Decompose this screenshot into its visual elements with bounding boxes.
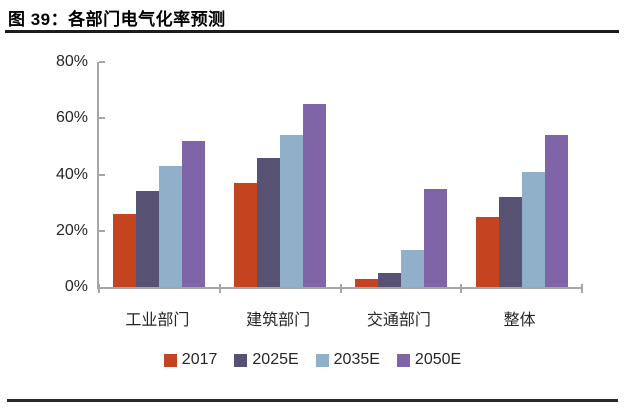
bar-2050E-工业部门 <box>182 140 206 287</box>
y-axis-tick-label: 80% <box>55 53 88 70</box>
bar-2035E-建筑部门 <box>280 135 304 287</box>
bar-2035E-工业部门 <box>159 166 183 287</box>
x-axis-tick <box>339 284 342 293</box>
y-axis-tick-label: 0% <box>64 278 88 295</box>
bar-2025E-整体 <box>498 197 522 287</box>
legend: 2017 2025E 2035E 2050E <box>0 351 625 369</box>
bar-2050E-建筑部门 <box>303 104 327 287</box>
bar-group-3 <box>341 62 462 287</box>
bar-2017-整体 <box>475 216 499 287</box>
category-label-1: 工业部门 <box>125 312 190 329</box>
bar-group-1 <box>99 62 220 287</box>
y-axis-tick <box>99 173 105 176</box>
y-axis-tick-label: 60% <box>55 109 88 127</box>
figure-title: 图 39：各部门电气化率预测 <box>8 10 226 29</box>
bar-2035E-交通部门 <box>400 250 424 287</box>
legend-swatch-icon <box>234 353 248 367</box>
legend-swatch-icon <box>315 353 329 367</box>
legend-item-2017: 2017 <box>163 351 218 369</box>
bar-2050E-交通部门 <box>423 188 447 287</box>
bar-group-4 <box>461 62 582 287</box>
bar-2017-工业部门 <box>113 213 137 287</box>
y-axis-tick <box>99 229 105 232</box>
title-rule <box>5 30 619 33</box>
bar-2025E-工业部门 <box>136 191 160 287</box>
legend-label: 2025E <box>252 351 299 368</box>
legend-swatch-icon <box>163 353 177 367</box>
legend-swatch-icon <box>396 353 410 367</box>
x-axis-tick <box>460 284 463 293</box>
bottom-rule <box>7 399 618 402</box>
category-label-2: 建筑部门 <box>246 312 311 329</box>
x-axis-tick <box>98 284 100 293</box>
legend-label: 2050E <box>414 351 462 368</box>
bar-2050E-整体 <box>544 135 568 287</box>
legend-item-2025E: 2025E <box>234 351 299 369</box>
y-axis-tick-label: 20% <box>55 221 88 239</box>
y-axis-tick <box>99 117 105 120</box>
legend-label: 2017 <box>181 351 218 368</box>
bar-group-2 <box>220 62 341 287</box>
bar-2025E-交通部门 <box>377 272 401 287</box>
bar-2025E-建筑部门 <box>257 157 281 287</box>
legend-item-2050E: 2050E <box>396 351 462 369</box>
legend-item-2035E: 2035E <box>315 351 380 369</box>
x-axis-tick <box>581 284 583 293</box>
category-label-3: 交通部门 <box>366 312 431 329</box>
legend-label: 2035E <box>333 351 380 368</box>
y-axis-tick-label: 40% <box>55 165 88 183</box>
plot-area <box>97 61 583 293</box>
bar-2035E-整体 <box>521 171 545 287</box>
category-label-4: 整体 <box>503 312 536 329</box>
y-axis-tick <box>99 61 105 63</box>
bar-2017-建筑部门 <box>234 182 258 287</box>
x-axis-tick <box>218 284 221 293</box>
bar-2017-交通部门 <box>354 278 378 287</box>
